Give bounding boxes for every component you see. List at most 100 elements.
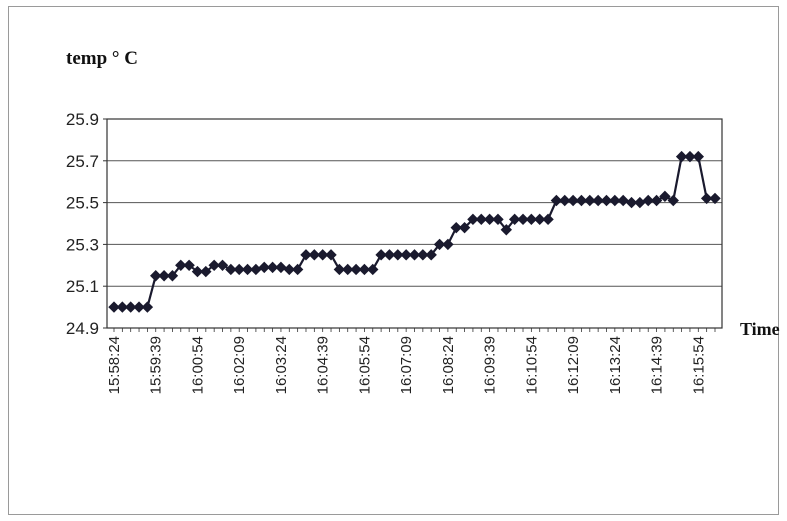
y-tick-label: 25.5 bbox=[66, 194, 99, 213]
data-point bbox=[266, 261, 279, 274]
data-point bbox=[225, 263, 237, 276]
data-point bbox=[158, 270, 170, 282]
data-point bbox=[642, 194, 654, 207]
x-tick-label: 16:15:54 bbox=[690, 336, 707, 394]
x-tick-label: 15:58:24 bbox=[106, 336, 123, 394]
data-point bbox=[575, 194, 588, 207]
data-point bbox=[191, 265, 204, 278]
data-point bbox=[108, 301, 120, 313]
data-point bbox=[525, 213, 538, 226]
data-point bbox=[116, 301, 129, 313]
data-point bbox=[325, 249, 337, 261]
data-point bbox=[634, 196, 646, 209]
series-line bbox=[114, 155, 715, 309]
data-point bbox=[584, 194, 596, 207]
data-point bbox=[141, 301, 154, 313]
data-point bbox=[425, 249, 437, 261]
data-point bbox=[542, 213, 554, 226]
data-point bbox=[150, 270, 162, 282]
data-point bbox=[233, 263, 245, 276]
x-tick-label: 16:10:54 bbox=[523, 336, 540, 394]
data-point bbox=[433, 238, 446, 251]
data-point bbox=[283, 263, 295, 276]
data-point bbox=[258, 261, 270, 274]
y-axis-label: temp ° C bbox=[66, 48, 138, 69]
data-point bbox=[625, 196, 638, 209]
x-tick-label: 16:04:39 bbox=[315, 336, 332, 394]
data-point bbox=[333, 263, 346, 276]
data-point bbox=[183, 259, 195, 272]
data-point bbox=[342, 263, 354, 276]
data-point bbox=[417, 249, 429, 261]
data-point bbox=[617, 194, 629, 207]
data-point bbox=[458, 221, 471, 234]
y-tick-label: 25.1 bbox=[66, 277, 99, 296]
data-point bbox=[133, 301, 145, 313]
data-point bbox=[200, 265, 212, 278]
x-tick-label: 16:09:39 bbox=[482, 336, 499, 394]
data-point bbox=[684, 150, 696, 163]
data-point bbox=[208, 259, 220, 272]
data-point bbox=[592, 194, 604, 207]
y-tick-label: 25.7 bbox=[66, 152, 99, 171]
y-tick-label: 25.3 bbox=[66, 235, 99, 254]
data-point bbox=[650, 194, 663, 207]
data-point bbox=[442, 238, 454, 251]
data-point bbox=[692, 150, 705, 163]
data-point bbox=[408, 249, 421, 261]
data-point bbox=[550, 194, 563, 207]
x-tick-label: 16:14:39 bbox=[649, 336, 666, 394]
data-point bbox=[483, 213, 496, 226]
data-point bbox=[517, 213, 529, 226]
data-point bbox=[709, 192, 721, 205]
x-tick-label: 16:08:24 bbox=[440, 336, 457, 394]
data-point bbox=[250, 263, 262, 276]
data-point bbox=[316, 249, 329, 261]
data-point bbox=[667, 194, 679, 207]
x-tick-label: 16:00:54 bbox=[189, 336, 206, 394]
data-point bbox=[392, 249, 404, 261]
data-point bbox=[475, 213, 487, 226]
x-tick-label: 15:59:39 bbox=[148, 336, 165, 394]
data-point bbox=[300, 249, 312, 261]
data-point bbox=[467, 213, 479, 226]
data-point bbox=[291, 263, 304, 276]
x-tick-label: 16:02:09 bbox=[231, 336, 248, 394]
data-point bbox=[175, 259, 187, 272]
chart-frame bbox=[8, 6, 779, 515]
x-tick-label: 16:12:09 bbox=[565, 336, 582, 394]
data-point bbox=[567, 194, 579, 207]
plot-area bbox=[106, 118, 723, 329]
data-point bbox=[275, 261, 287, 274]
data-point bbox=[534, 213, 546, 226]
data-point bbox=[350, 263, 362, 276]
data-point bbox=[400, 249, 412, 261]
data-point bbox=[367, 263, 379, 276]
data-point bbox=[358, 263, 371, 276]
data-point bbox=[383, 249, 396, 261]
data-point bbox=[500, 224, 513, 236]
data-point bbox=[659, 190, 671, 203]
data-point bbox=[166, 270, 179, 282]
y-tick-label: 24.9 bbox=[66, 319, 99, 338]
y-tick-label: 25.9 bbox=[66, 110, 99, 129]
data-point bbox=[559, 194, 571, 207]
x-tick-label: 16:05:54 bbox=[356, 336, 373, 394]
data-point bbox=[241, 263, 254, 276]
data-point bbox=[450, 221, 462, 234]
data-point bbox=[600, 194, 613, 207]
data-point bbox=[124, 301, 137, 313]
data-point bbox=[700, 192, 713, 205]
data-point bbox=[216, 259, 229, 272]
x-tick-label: 16:13:24 bbox=[607, 336, 624, 394]
x-tick-label: 16:07:09 bbox=[398, 336, 415, 394]
data-point bbox=[492, 213, 504, 226]
data-point bbox=[675, 150, 688, 163]
data-point bbox=[508, 213, 521, 226]
data-point bbox=[375, 249, 387, 261]
data-point bbox=[308, 249, 321, 261]
x-tick-label: 16:03:24 bbox=[273, 336, 290, 394]
x-axis-label: Time bbox=[740, 319, 780, 339]
data-point bbox=[609, 194, 621, 207]
